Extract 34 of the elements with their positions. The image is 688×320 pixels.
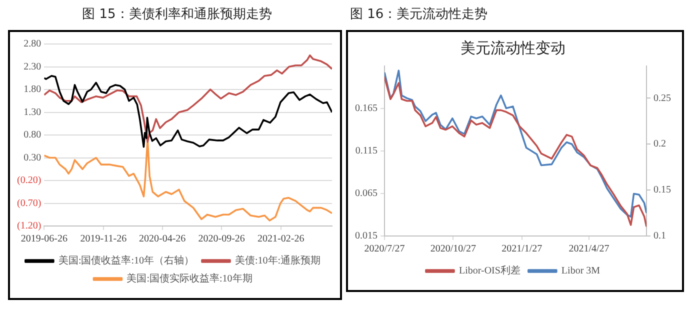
y-tick-label: 0.80 xyxy=(24,130,42,141)
x-tick-label: 2021/4/27 xyxy=(568,244,610,255)
x-tick-label: 2020-04-26 xyxy=(138,234,186,245)
y-tick-label: 0.30 xyxy=(24,152,42,164)
legend-label: 美国:国债收益率:10年（右轴） xyxy=(58,254,194,267)
x-tick-label: 2019-06-26 xyxy=(20,234,68,245)
y2-tick-label: 0.1 xyxy=(654,230,666,242)
y-tick-label: 2.30 xyxy=(24,61,42,72)
legend-label: Libor-OIS利差 xyxy=(458,264,520,277)
y-tick-label: (0.20) xyxy=(16,175,42,186)
y-tick-label: 0.015 xyxy=(355,230,378,242)
y-tick-label: 0.165 xyxy=(355,103,378,114)
y-tick-label: (1.20) xyxy=(16,220,42,232)
chart-title: 图 16：美元流动性走势 xyxy=(349,6,489,24)
legend-label: Libor 3M xyxy=(561,266,600,277)
x-tick-label: 2020-09-26 xyxy=(198,234,245,245)
x-tick-label: 2021-02-26 xyxy=(258,234,304,245)
legend-label: 美国:国债实际收益率:10年期 xyxy=(126,272,252,285)
y2-tick-label: 0.2 xyxy=(654,138,666,150)
y-tick-label: 2.80 xyxy=(24,38,42,50)
x-tick-label: 2020/10/27 xyxy=(430,244,476,255)
y-tick-label: 0.115 xyxy=(355,146,378,157)
y-tick-label: 1.80 xyxy=(24,84,42,96)
legend-label: 美债:10年:通胀预期 xyxy=(235,254,321,267)
chart-subtitle: 美元流动性变动 xyxy=(460,40,566,57)
y-tick-label: 1.30 xyxy=(24,106,42,118)
y-tick-label: (0.70) xyxy=(16,198,42,209)
x-tick-label: 2020/7/27 xyxy=(364,244,405,255)
y-tick-label: 0.065 xyxy=(355,188,378,200)
x-tick-label: 2021/1/27 xyxy=(502,244,542,255)
chart-title: 图 15：美债利率和通胀预期走势 xyxy=(81,6,273,24)
x-tick-label: 2019-11-26 xyxy=(80,234,127,245)
y2-tick-label: 0.15 xyxy=(654,184,671,196)
y2-tick-label: 0.25 xyxy=(654,92,671,104)
